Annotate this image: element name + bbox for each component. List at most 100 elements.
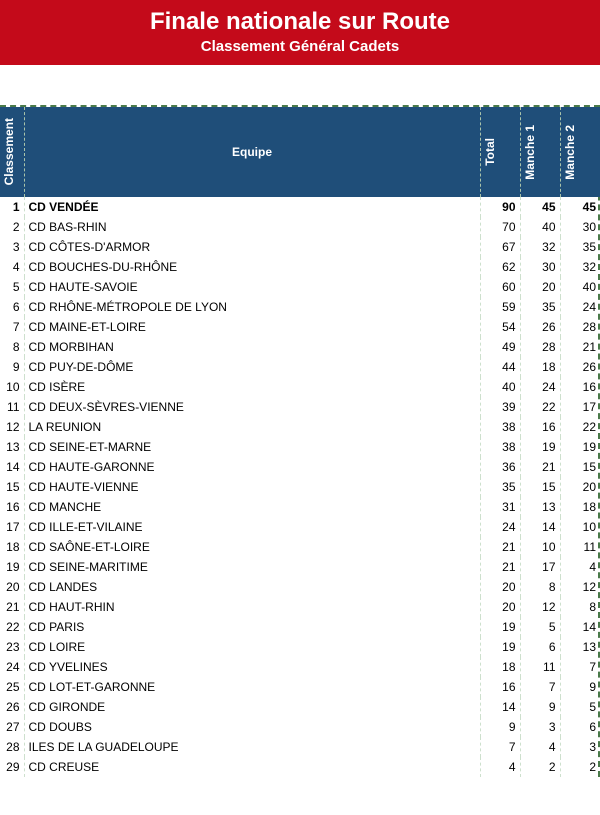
page-subtitle: Classement Général Cadets <box>0 38 600 55</box>
cell-total: 20 <box>480 597 520 617</box>
cell-total: 20 <box>480 577 520 597</box>
cell-total: 44 <box>480 357 520 377</box>
cell-m1: 3 <box>520 717 560 737</box>
cell-team: CD SEINE-ET-MARNE <box>24 437 480 457</box>
cell-total: 35 <box>480 477 520 497</box>
cell-team: CD SEINE-MARITIME <box>24 557 480 577</box>
table-row: 16CD MANCHE311318 <box>0 497 600 517</box>
cell-rank: 8 <box>0 337 24 357</box>
cell-total: 19 <box>480 617 520 637</box>
table-row: 22CD PARIS19514 <box>0 617 600 637</box>
cell-rank: 25 <box>0 677 24 697</box>
cell-team: CD HAUT-RHIN <box>24 597 480 617</box>
cell-total: 59 <box>480 297 520 317</box>
table-row: 21CD HAUT-RHIN20128 <box>0 597 600 617</box>
cell-m2: 24 <box>560 297 600 317</box>
cell-m1: 32 <box>520 237 560 257</box>
cell-team: CD MANCHE <box>24 497 480 517</box>
cell-rank: 26 <box>0 697 24 717</box>
table-row: 8CD MORBIHAN492821 <box>0 337 600 357</box>
cell-team: CD HAUTE-SAVOIE <box>24 277 480 297</box>
cell-rank: 3 <box>0 237 24 257</box>
table-row: 28ILES DE LA GUADELOUPE743 <box>0 737 600 757</box>
cell-rank: 24 <box>0 657 24 677</box>
table-row: 13CD SEINE-ET-MARNE381919 <box>0 437 600 457</box>
cell-m2: 11 <box>560 537 600 557</box>
cell-total: 4 <box>480 757 520 777</box>
table-row: 19CD SEINE-MARITIME21174 <box>0 557 600 577</box>
cell-team: CD HAUTE-VIENNE <box>24 477 480 497</box>
cell-rank: 15 <box>0 477 24 497</box>
cell-m2: 32 <box>560 257 600 277</box>
cell-total: 38 <box>480 417 520 437</box>
cell-m1: 40 <box>520 217 560 237</box>
cell-total: 9 <box>480 717 520 737</box>
table-row: 25CD LOT-ET-GARONNE1679 <box>0 677 600 697</box>
cell-total: 38 <box>480 437 520 457</box>
cell-m1: 22 <box>520 397 560 417</box>
cell-team: CD DEUX-SÈVRES-VIENNE <box>24 397 480 417</box>
cell-total: 31 <box>480 497 520 517</box>
cell-rank: 17 <box>0 517 24 537</box>
ranking-table: Classement Equipe Total Manche 1 Manche … <box>0 107 600 777</box>
table-row: 11CD DEUX-SÈVRES-VIENNE392217 <box>0 397 600 417</box>
cell-m1: 26 <box>520 317 560 337</box>
table-row: 4CD BOUCHES-DU-RHÔNE623032 <box>0 257 600 277</box>
table-row: 27CD DOUBS936 <box>0 717 600 737</box>
cell-m2: 5 <box>560 697 600 717</box>
col-header-m2: Manche 2 <box>560 107 600 197</box>
cell-m2: 35 <box>560 237 600 257</box>
cell-m1: 8 <box>520 577 560 597</box>
cell-m1: 19 <box>520 437 560 457</box>
table-row: 24CD YVELINES18117 <box>0 657 600 677</box>
table-row: 7CD MAINE-ET-LOIRE542628 <box>0 317 600 337</box>
cell-m2: 19 <box>560 437 600 457</box>
cell-m2: 13 <box>560 637 600 657</box>
cell-rank: 12 <box>0 417 24 437</box>
cell-m1: 17 <box>520 557 560 577</box>
cell-m1: 16 <box>520 417 560 437</box>
cell-m2: 20 <box>560 477 600 497</box>
table-row: 9CD PUY-DE-DÔME441826 <box>0 357 600 377</box>
cell-m2: 22 <box>560 417 600 437</box>
cell-total: 21 <box>480 557 520 577</box>
cell-rank: 11 <box>0 397 24 417</box>
cell-team: CD MORBIHAN <box>24 337 480 357</box>
table-row: 29CD CREUSE422 <box>0 757 600 777</box>
table-row: 3CD CÔTES-D'ARMOR673235 <box>0 237 600 257</box>
cell-m1: 14 <box>520 517 560 537</box>
table-row: 12LA REUNION381622 <box>0 417 600 437</box>
cell-m1: 28 <box>520 337 560 357</box>
cell-m1: 24 <box>520 377 560 397</box>
cell-total: 16 <box>480 677 520 697</box>
cell-m1: 5 <box>520 617 560 637</box>
col-header-m1-label: Manche 1 <box>523 125 537 180</box>
cell-m1: 12 <box>520 597 560 617</box>
cell-total: 90 <box>480 197 520 217</box>
cell-rank: 7 <box>0 317 24 337</box>
cell-total: 39 <box>480 397 520 417</box>
table-row: 14CD HAUTE-GARONNE362115 <box>0 457 600 477</box>
col-header-m1: Manche 1 <box>520 107 560 197</box>
cell-rank: 19 <box>0 557 24 577</box>
cell-team: CD LANDES <box>24 577 480 597</box>
cell-team: CD LOIRE <box>24 637 480 657</box>
cell-m1: 18 <box>520 357 560 377</box>
table-row: 20CD LANDES20812 <box>0 577 600 597</box>
cell-total: 62 <box>480 257 520 277</box>
table-row: 26CD GIRONDE1495 <box>0 697 600 717</box>
cell-m2: 10 <box>560 517 600 537</box>
cell-m1: 35 <box>520 297 560 317</box>
table-row: 2CD BAS-RHIN704030 <box>0 217 600 237</box>
cell-team: CD ILLE-ET-VILAINE <box>24 517 480 537</box>
cell-m1: 4 <box>520 737 560 757</box>
cell-m2: 7 <box>560 657 600 677</box>
cell-m2: 4 <box>560 557 600 577</box>
cell-m1: 15 <box>520 477 560 497</box>
table-row: 15CD HAUTE-VIENNE351520 <box>0 477 600 497</box>
cell-m2: 45 <box>560 197 600 217</box>
cell-rank: 9 <box>0 357 24 377</box>
cell-m2: 21 <box>560 337 600 357</box>
cell-m1: 7 <box>520 677 560 697</box>
cell-m2: 9 <box>560 677 600 697</box>
